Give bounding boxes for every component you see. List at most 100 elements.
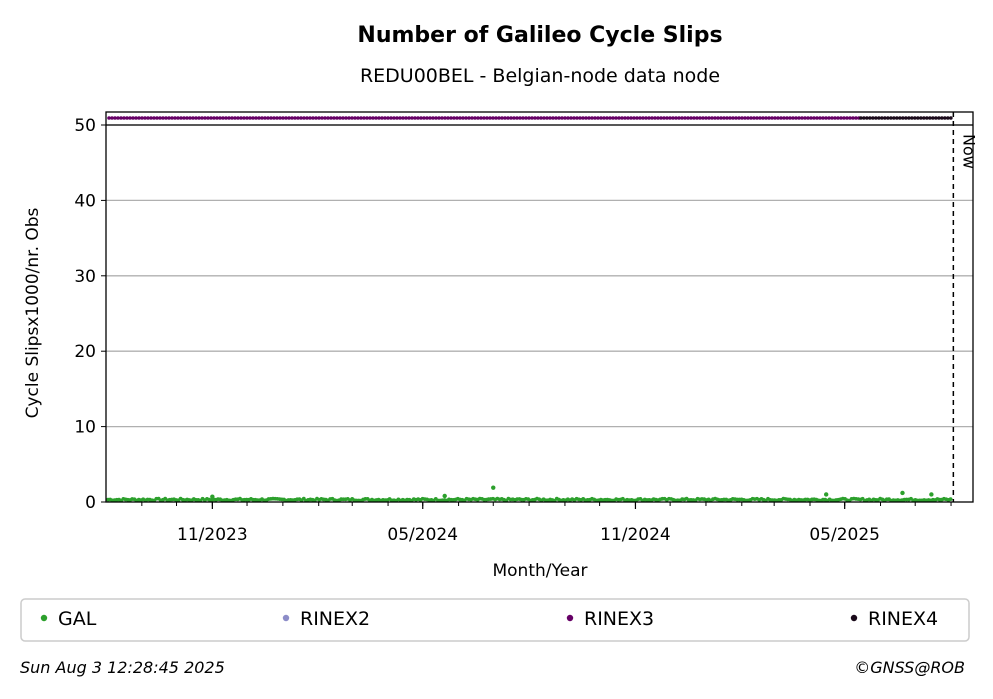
rinex3-point <box>533 116 537 120</box>
rinex4-point <box>940 116 944 120</box>
rinex3-point <box>620 116 624 120</box>
rinex4-point <box>907 116 911 120</box>
x-axis-label: Month/Year <box>492 561 587 581</box>
legend-marker <box>566 614 574 622</box>
legend-box <box>20 598 970 642</box>
rinex3-point <box>230 116 234 120</box>
rinex4-point <box>880 116 884 120</box>
rinex3-point <box>182 116 186 120</box>
rinex3-point <box>827 116 831 120</box>
rinex3-point <box>272 116 276 120</box>
rinex3-point <box>284 116 288 120</box>
rinex3-point <box>380 116 384 120</box>
rinex3-point <box>248 116 252 120</box>
rinex3-point <box>842 116 846 120</box>
rinex3-point <box>338 116 342 120</box>
rinex3-point <box>596 116 600 120</box>
rinex3-point <box>320 116 324 120</box>
rinex3-point <box>449 116 453 120</box>
rinex3-point <box>641 116 645 120</box>
rinex3-point <box>464 116 468 120</box>
rinex3-point <box>266 116 270 120</box>
rinex3-point <box>845 116 849 120</box>
gal-point <box>210 494 215 499</box>
rinex3-point <box>452 116 456 120</box>
rinex3-point <box>659 116 663 120</box>
rinex3-point <box>191 116 195 120</box>
rinex3-point <box>695 116 699 120</box>
legend-label: RINEX2 <box>300 608 370 630</box>
rinex3-point <box>479 116 483 120</box>
rinex3-point <box>434 116 438 120</box>
rinex4-point <box>898 116 902 120</box>
rinex3-point <box>398 116 402 120</box>
gal-point <box>900 490 905 496</box>
rinex3-point <box>539 116 543 120</box>
rinex3-point <box>716 116 720 120</box>
rinex3-point <box>413 116 417 120</box>
rinex3-point <box>812 116 816 120</box>
rinex3-point <box>455 116 459 120</box>
rinex3-point <box>623 116 627 120</box>
rinex3-point <box>707 116 711 120</box>
rinex3-point <box>671 116 675 120</box>
rinex3-point <box>785 116 789 120</box>
rinex3-point <box>377 116 381 120</box>
rinex4-point <box>868 116 872 120</box>
rinex3-point <box>770 116 774 120</box>
copyright: ©GNSS@ROB <box>854 658 965 677</box>
rinex3-point <box>581 116 585 120</box>
rinex4-point <box>919 116 923 120</box>
rinex3-point <box>200 116 204 120</box>
rinex3-point <box>419 116 423 120</box>
rinex3-point <box>329 116 333 120</box>
rinex3-point <box>728 116 732 120</box>
rinex3-point <box>491 116 495 120</box>
rinex3-point <box>392 116 396 120</box>
rinex3-point <box>692 116 696 120</box>
rinex4-point <box>889 116 893 120</box>
rinex3-point <box>233 116 237 120</box>
rinex3-point <box>656 116 660 120</box>
rinex3-point <box>134 116 138 120</box>
rinex3-point <box>359 116 363 120</box>
rinex3-point <box>416 116 420 120</box>
rinex3-point <box>752 116 756 120</box>
rinex3-point <box>374 116 378 120</box>
rinex3-point <box>557 116 561 120</box>
rinex3-point <box>512 116 516 120</box>
rinex3-point <box>287 116 291 120</box>
rinex3-point <box>326 116 330 120</box>
rinex3-point <box>323 116 327 120</box>
gal-point <box>929 492 934 497</box>
rinex3-point <box>236 116 240 120</box>
rinex3-point <box>665 116 669 120</box>
rinex4-point <box>910 116 914 120</box>
rinex3-point <box>590 116 594 120</box>
rinex3-point <box>473 116 477 120</box>
x-tick-label: 05/2025 <box>809 525 880 545</box>
rinex3-point <box>584 116 588 120</box>
rinex4-point <box>931 116 935 120</box>
rinex3-point <box>800 116 804 120</box>
rinex4-point <box>883 116 887 120</box>
rinex3-point <box>545 116 549 120</box>
rinex3-point <box>734 116 738 120</box>
rinex3-point <box>470 116 474 120</box>
rinex3-point <box>647 116 651 120</box>
rinex3-point <box>536 116 540 120</box>
rinex3-point <box>302 116 306 120</box>
rinex3-point <box>617 116 621 120</box>
rinex3-point <box>353 116 357 120</box>
rinex3-point <box>164 116 168 120</box>
rinex3-point <box>725 116 729 120</box>
rinex3-point <box>815 116 819 120</box>
rinex3-point <box>566 116 570 120</box>
y-tick-label: 30 <box>74 267 96 287</box>
rinex3-point <box>689 116 693 120</box>
rinex3-point <box>527 116 531 120</box>
rinex3-point <box>158 116 162 120</box>
rinex4-point <box>943 116 947 120</box>
rinex3-point <box>578 116 582 120</box>
rinex3-point <box>521 116 525 120</box>
